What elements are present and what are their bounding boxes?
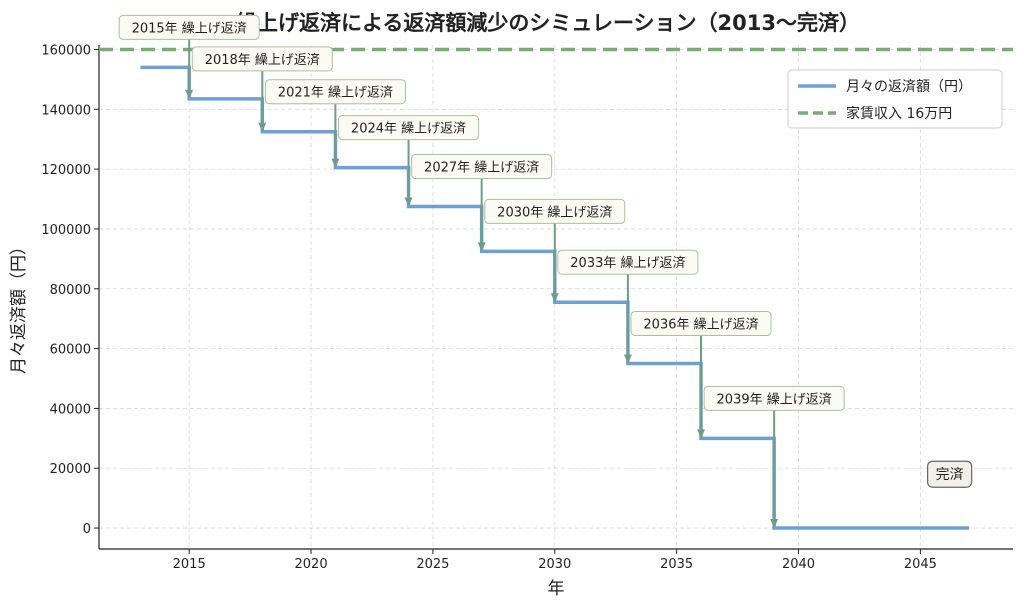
prepayment-annotation: 2018年 繰上げ返済 — [191, 46, 333, 132]
annotation-box — [191, 46, 333, 72]
prepayment-annotation: 2015年 繰上げ返済 — [118, 14, 260, 99]
x-tick-label: 2020 — [295, 557, 328, 572]
y-tick-label: 80000 — [50, 283, 91, 298]
x-tick-label: 2045 — [904, 557, 937, 572]
annotation-label: 2027年 繰上げ返済 — [424, 160, 539, 176]
annotation-box — [703, 385, 845, 411]
y-tick-label: 120000 — [41, 163, 91, 178]
completion-box — [927, 460, 973, 488]
x-tick-label: 2030 — [538, 557, 571, 572]
y-tick-label: 100000 — [41, 223, 91, 238]
prepayment-annotation: 2033年 繰上げ返済 — [557, 249, 699, 364]
chart-title: 繰上げ返済による返済額減少のシミュレーション（2013〜完済） — [236, 11, 860, 35]
y-axis-label: 月々返済額（円） — [9, 238, 29, 374]
annotation-label: 2015年 繰上げ返済 — [132, 20, 247, 36]
y-axis: 0 20000 40000 60000 80000 100000 120000 140000 1… — [41, 43, 99, 537]
annotation-arrowhead — [770, 519, 779, 529]
completion-badge: 完済 — [927, 460, 973, 488]
annotation-arrowhead — [477, 242, 486, 252]
annotation-arrowhead — [404, 197, 413, 207]
annotation-box — [338, 115, 480, 141]
annotation-box — [118, 14, 260, 40]
annotation-arrowhead — [623, 354, 632, 364]
annotation-label: 2036年 繰上げ返済 — [643, 317, 758, 333]
prepayment-annotation: 2036年 繰上げ返済 — [630, 311, 772, 439]
y-tick-label: 0 — [83, 522, 91, 537]
legend-box — [787, 69, 1003, 129]
x-axis-label: 年 — [548, 579, 565, 599]
completion-label: 完済 — [936, 467, 964, 483]
annotation-box — [557, 249, 699, 275]
annotation-label: 2039年 繰上げ返済 — [717, 391, 832, 407]
x-tick-label: 2035 — [660, 557, 693, 572]
legend: 月々の返済額（円） 家賃収入 16万円 — [787, 69, 1003, 129]
annotation-arrowhead — [697, 429, 706, 439]
y-tick-label: 20000 — [50, 462, 91, 477]
annotation-box — [630, 311, 772, 337]
x-tick-label: 2040 — [782, 557, 815, 572]
prepayment-annotation: 2024年 繰上げ返済 — [338, 115, 480, 207]
prepayment-annotation: 2027年 繰上げ返済 — [411, 154, 553, 252]
annotation-box — [411, 154, 553, 180]
annotation-box — [484, 198, 626, 224]
legend-label: 月々の返済額（円） — [846, 79, 972, 95]
x-axis: 2015 2020 2025 2030 2035 2040 2045 — [173, 549, 937, 572]
legend-label: 家賃収入 16万円 — [846, 105, 952, 122]
annotation-arrowhead — [185, 89, 194, 99]
annotation-label: 2018年 繰上げ返済 — [205, 52, 320, 68]
x-tick-label: 2025 — [416, 557, 449, 572]
annotation-arrowhead — [258, 122, 267, 132]
annotation-layer: 2015年 繰上げ返済 2018年 繰上げ返済 2021年 繰上げ返済 2024年 繰… — [118, 14, 973, 529]
y-tick-label: 40000 — [50, 402, 91, 417]
annotation-box — [264, 79, 406, 105]
annotation-label: 2033年 繰上げ返済 — [570, 255, 685, 271]
annotation-label: 2024年 繰上げ返済 — [351, 121, 466, 137]
prepayment-annotation: 2039年 繰上げ返済 — [703, 385, 845, 529]
annotation-arrowhead — [550, 293, 559, 303]
plot-frame — [98, 45, 1013, 550]
prepayment-annotation: 2030年 繰上げ返済 — [484, 198, 626, 303]
x-tick-label: 2015 — [173, 557, 206, 572]
y-tick-label: 60000 — [50, 343, 91, 358]
annotation-arrowhead — [331, 158, 340, 168]
y-tick-label: 160000 — [41, 43, 91, 58]
annotation-label: 2021年 繰上げ返済 — [278, 85, 393, 101]
annotation-label: 2030年 繰上げ返済 — [497, 204, 612, 220]
prepayment-annotation: 2021年 繰上げ返済 — [264, 79, 406, 168]
y-tick-label: 140000 — [41, 103, 91, 118]
